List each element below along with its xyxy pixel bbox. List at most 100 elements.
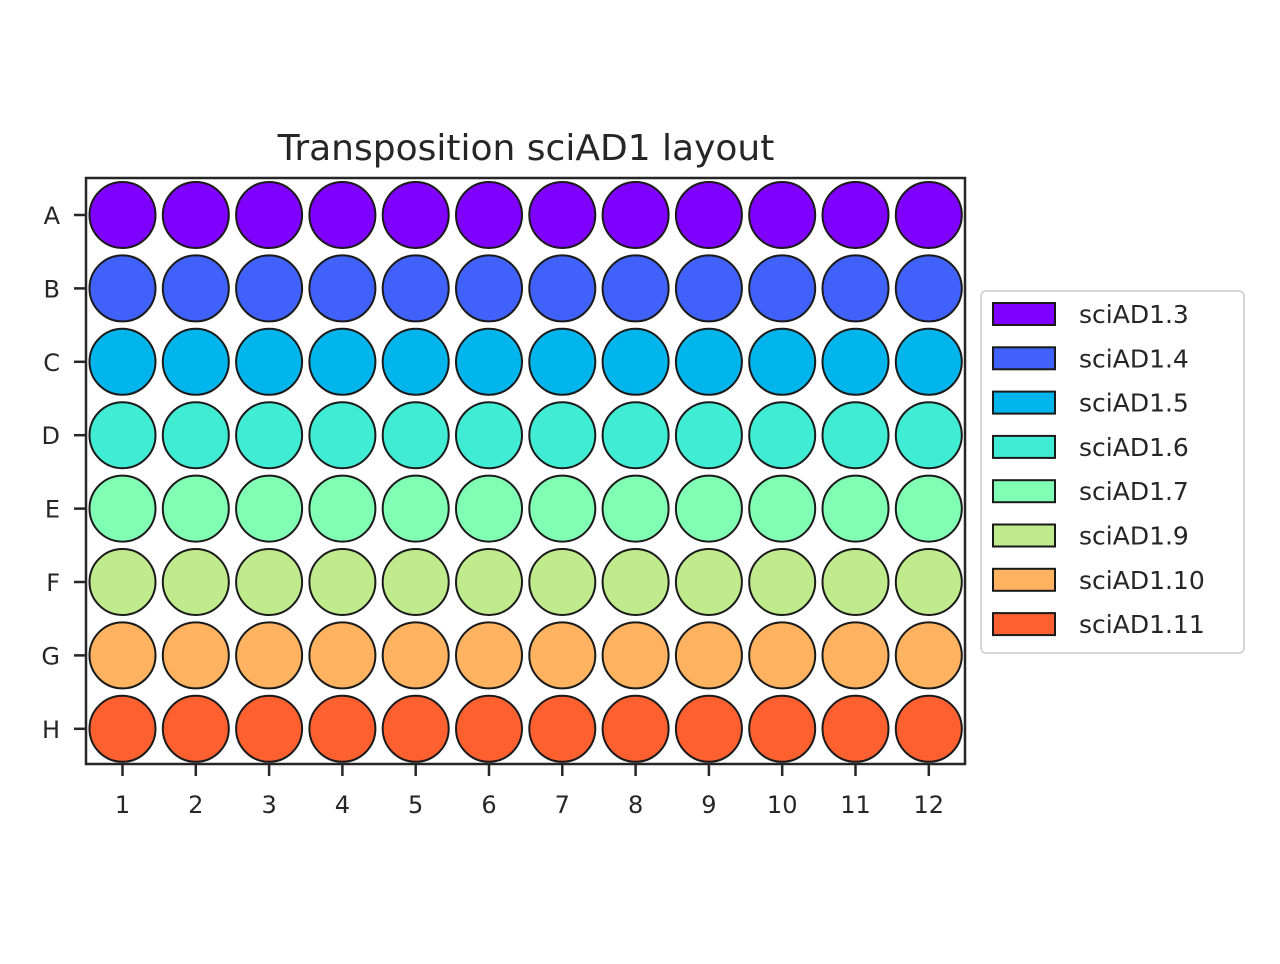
- x-tick-label: 3: [261, 791, 276, 819]
- well-H2: [161, 694, 230, 763]
- legend-swatch: [992, 434, 1056, 459]
- well-D10: [748, 401, 817, 470]
- well-E2: [161, 474, 230, 543]
- well-C9: [674, 327, 743, 396]
- well-A8: [601, 181, 670, 249]
- x-tick-label: 6: [481, 791, 496, 819]
- well-C5: [381, 327, 450, 396]
- well-B6: [455, 254, 523, 323]
- well-B9: [674, 254, 743, 323]
- well-F1: [88, 548, 157, 616]
- well-A3: [235, 181, 304, 249]
- well-B4: [308, 254, 377, 323]
- legend-item: sciAD1.3: [992, 300, 1189, 329]
- well-E4: [308, 474, 377, 543]
- legend-swatch: [992, 390, 1056, 415]
- well-B1: [88, 254, 157, 323]
- y-tick-label: G: [41, 642, 60, 670]
- well-G4: [308, 621, 377, 690]
- well-D4: [308, 401, 377, 470]
- x-tick-label: 12: [914, 791, 945, 819]
- legend-label: sciAD1.11: [1079, 610, 1205, 639]
- well-F11: [821, 548, 890, 616]
- y-tick-label: B: [44, 275, 60, 303]
- well-B5: [381, 254, 450, 323]
- well-D7: [528, 401, 597, 470]
- well-F4: [308, 548, 377, 616]
- well-D11: [821, 401, 890, 470]
- legend-item: sciAD1.7: [992, 477, 1189, 506]
- well-H4: [308, 694, 377, 763]
- well-A10: [748, 181, 817, 249]
- well-G10: [748, 621, 817, 690]
- well-H12: [894, 694, 963, 763]
- well-C4: [308, 327, 377, 396]
- x-tick-label: 7: [555, 791, 570, 819]
- well-E7: [528, 474, 597, 543]
- well-G2: [161, 621, 230, 690]
- well-A4: [308, 181, 377, 249]
- y-tick-label: D: [42, 422, 60, 450]
- well-B10: [748, 254, 817, 323]
- well-A7: [528, 181, 597, 249]
- x-tick-label: 4: [335, 791, 350, 819]
- well-row-H: [88, 694, 963, 763]
- legend-item: sciAD1.4: [992, 344, 1189, 373]
- well-D5: [381, 401, 450, 470]
- well-row-C: [88, 327, 963, 396]
- well-A1: [88, 181, 157, 249]
- well-C7: [528, 327, 597, 396]
- well-C12: [894, 327, 963, 396]
- well-A2: [161, 181, 230, 249]
- well-C3: [235, 327, 304, 396]
- legend-label: sciAD1.3: [1079, 300, 1189, 329]
- well-D1: [88, 401, 157, 470]
- well-B8: [601, 254, 670, 323]
- well-F7: [528, 548, 597, 616]
- well-E11: [821, 474, 890, 543]
- well-B12: [894, 254, 963, 323]
- well-G7: [528, 621, 597, 690]
- well-H7: [528, 694, 597, 763]
- well-C10: [748, 327, 817, 396]
- legend: sciAD1.3 sciAD1.4 sciAD1.5 sciAD1.6 sciAD1.7…: [980, 290, 1245, 654]
- well-C1: [88, 327, 157, 396]
- well-row-D: [88, 401, 963, 470]
- well-E3: [235, 474, 304, 543]
- well-C2: [161, 327, 230, 396]
- legend-label: sciAD1.6: [1079, 433, 1189, 462]
- well-D12: [894, 401, 963, 470]
- well-H10: [748, 694, 817, 763]
- well-D6: [455, 401, 523, 470]
- well-G3: [235, 621, 304, 690]
- x-tick-label: 2: [188, 791, 203, 819]
- x-tick-label: 11: [840, 791, 871, 819]
- legend-label: sciAD1.10: [1079, 566, 1205, 595]
- well-E8: [601, 474, 670, 543]
- well-C8: [601, 327, 670, 396]
- well-E12: [894, 474, 963, 543]
- well-G6: [455, 621, 523, 690]
- y-tick-label: H: [42, 716, 60, 744]
- legend-swatch: [992, 523, 1056, 548]
- well-F10: [748, 548, 817, 616]
- x-tick-label: 1: [115, 791, 130, 819]
- x-tick-label: 10: [767, 791, 798, 819]
- legend-item: sciAD1.11: [992, 610, 1205, 639]
- well-F8: [601, 548, 670, 616]
- well-H6: [455, 694, 523, 763]
- x-tick-label: 8: [628, 791, 643, 819]
- well-B11: [821, 254, 890, 323]
- well-D9: [674, 401, 743, 470]
- well-D3: [235, 401, 304, 470]
- y-tick-label: C: [43, 349, 60, 377]
- well-E9: [674, 474, 743, 543]
- well-F5: [381, 548, 450, 616]
- well-F9: [674, 548, 743, 616]
- y-tick-label: A: [44, 202, 61, 230]
- well-G11: [821, 621, 890, 690]
- well-H3: [235, 694, 304, 763]
- well-G12: [894, 621, 963, 690]
- legend-label: sciAD1.7: [1079, 477, 1189, 506]
